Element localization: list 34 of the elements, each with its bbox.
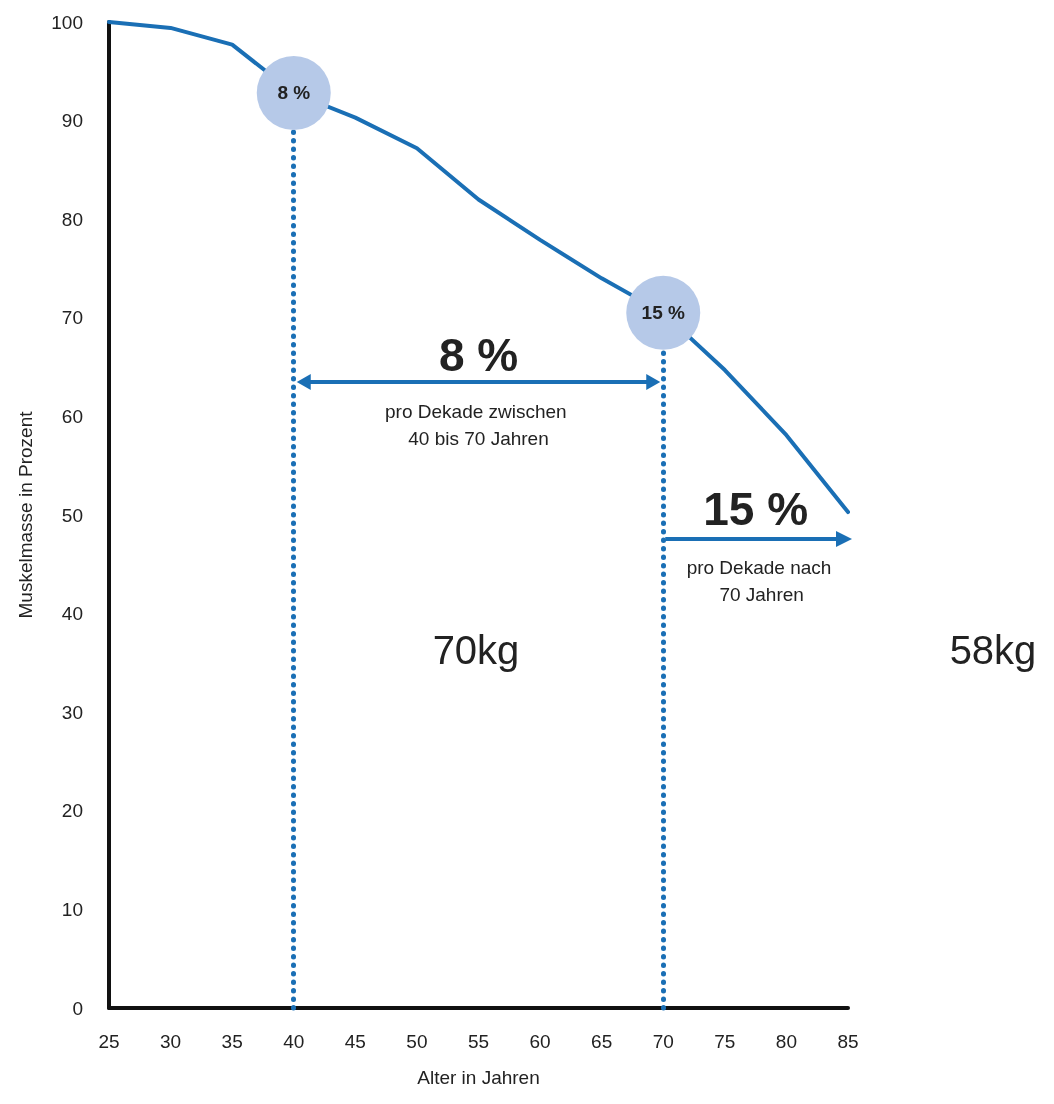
x-tick-label: 80 — [775, 1031, 797, 1052]
x-tick-label: 40 — [283, 1031, 305, 1052]
y-tick-label: 30 — [61, 701, 83, 723]
y-axis-title: Muskelmasse in Prozent — [15, 410, 36, 619]
annotation: 8 % — [438, 329, 519, 381]
y-tick-label: 10 — [61, 898, 83, 920]
y-tick-label: 90 — [61, 110, 83, 132]
x-tick-label: 45 — [344, 1031, 366, 1052]
x-tick-label: 70 — [652, 1031, 674, 1052]
y-tick-label: 20 — [61, 800, 83, 822]
x-tick-label: 60 — [529, 1031, 551, 1052]
x-tick-label: 75 — [714, 1031, 736, 1052]
x-tick-label: 85 — [837, 1031, 859, 1052]
annotation: pro Dekade zwischen 40 bis 70 Jahren — [385, 401, 572, 449]
annotation: 70kg — [432, 628, 520, 672]
annotation: 8 % — [277, 82, 311, 104]
text: 58kg — [949, 628, 1037, 672]
y-tick-label: 70 — [61, 307, 83, 329]
annotation: 15 % — [703, 483, 809, 535]
x-axis-title: Alter in Jahren — [417, 1067, 540, 1088]
x-tick-label: 65 — [591, 1031, 613, 1052]
annotation: 15 % — [641, 302, 686, 324]
x-tick-label: 35 — [221, 1031, 243, 1052]
x-tick-label: 25 — [98, 1031, 120, 1052]
x-tick-label: 50 — [406, 1031, 428, 1052]
y-tick-label: 60 — [61, 405, 83, 427]
y-tick-label: 50 — [61, 504, 83, 526]
x-tick-label: 30 — [160, 1031, 182, 1052]
annotation: pro Dekade nach 70 Jahren — [686, 557, 837, 605]
y-tick-label: 40 — [61, 603, 83, 625]
y-tick-label: 0 — [72, 997, 83, 1019]
x-tick-label: 55 — [467, 1031, 490, 1052]
y-tick-label: 80 — [61, 208, 83, 230]
y-tick-label: 100 — [51, 11, 83, 33]
